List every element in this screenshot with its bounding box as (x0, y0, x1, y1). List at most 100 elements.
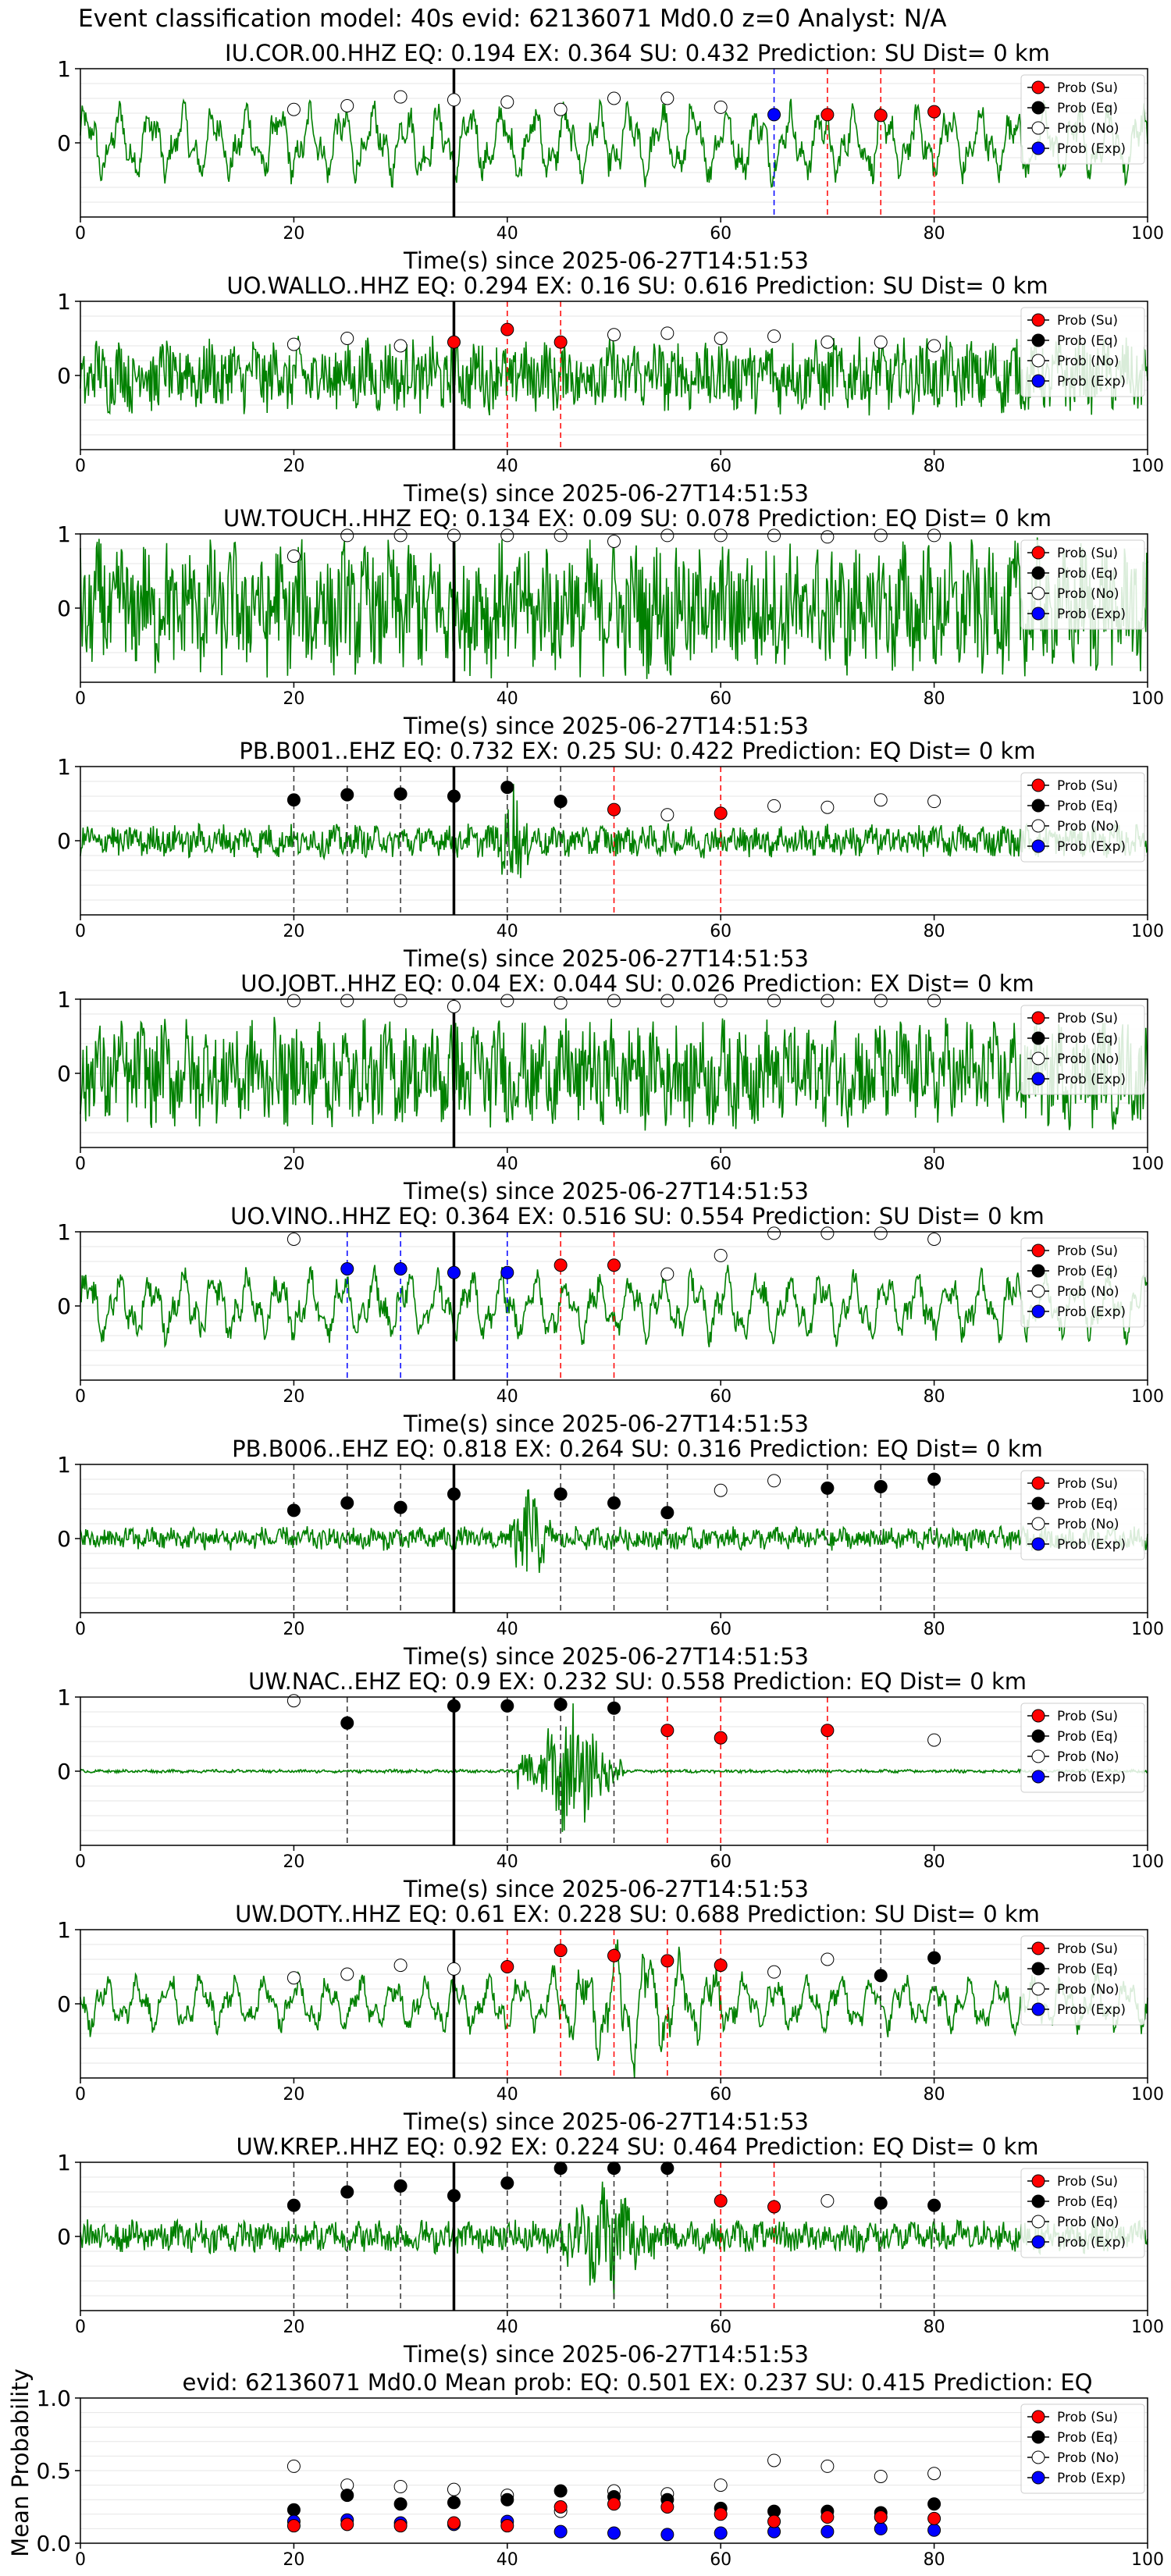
page-title: Event classification model: 40s evid: 62… (78, 5, 947, 33)
x-axis-label: Time(s) since 2025-06-27T14:51:53 (403, 247, 809, 274)
x-tick-label: 60 (710, 2085, 731, 2105)
legend-marker (1031, 1011, 1045, 1025)
x-tick-label: 0 (75, 922, 86, 941)
legend-marker (1031, 354, 1045, 368)
legend-marker (1031, 2450, 1045, 2464)
mean-prob-point (500, 2519, 514, 2533)
legend-label: Prob (Eq) (1057, 799, 1118, 814)
y-tick-label: 1 (57, 56, 71, 82)
station-chart-2: UO.WALLO..HHZ EQ: 0.294 EX: 0.16 SU: 0.6… (57, 272, 1164, 507)
x-tick-label: 80 (924, 2085, 945, 2105)
prob-point (447, 335, 461, 349)
axes-frame (80, 2161, 1148, 2311)
legend-marker (1031, 121, 1045, 135)
x-tick-label: 40 (497, 922, 518, 941)
legend-label: Prob (Su) (1057, 313, 1118, 329)
prob-point (927, 528, 941, 543)
x-tick-label: 80 (924, 689, 945, 709)
prob-point (287, 102, 301, 116)
legend-marker (1031, 374, 1045, 388)
x-tick-label: 80 (924, 1620, 945, 1639)
mean-prob-point (927, 2511, 941, 2525)
prob-point (660, 994, 674, 1008)
mean-prob-point (340, 2517, 354, 2532)
x-tick-label: 60 (710, 2550, 731, 2570)
y-tick-label: 0 (57, 1061, 71, 1087)
prob-point (340, 99, 354, 112)
prob-point (447, 2189, 461, 2203)
prob-point (287, 1971, 301, 1985)
chart-title: UW.DOTY..HHZ EQ: 0.61 EX: 0.228 SU: 0.68… (235, 1901, 1040, 1927)
prob-point (820, 335, 835, 349)
x-tick-label: 40 (497, 224, 518, 244)
x-tick-label: 20 (283, 2085, 304, 2105)
mean-prob-point (874, 2521, 888, 2535)
prob-point (500, 528, 514, 543)
prob-point (874, 994, 888, 1008)
prob-point (607, 91, 621, 105)
prob-point (500, 1265, 514, 1279)
prob-point (447, 789, 461, 803)
y-tick-label: 0 (57, 2224, 71, 2250)
x-tick-label: 100 (1131, 2318, 1164, 2337)
mean-prob-point (927, 2523, 941, 2537)
prob-point (767, 994, 781, 1008)
mean-prob-point (874, 2469, 888, 2483)
x-axis-label: Time(s) since 2025-06-27T14:51:53 (403, 2108, 809, 2135)
x-tick-label: 0 (75, 2085, 86, 2105)
prob-point (927, 994, 941, 1008)
legend-marker (1031, 1770, 1045, 1784)
prob-point (767, 329, 781, 343)
mean-prob-point (447, 2516, 461, 2530)
x-tick-label: 0 (75, 2550, 86, 2570)
x-tick-label: 40 (497, 1155, 518, 1174)
prob-point (287, 1503, 301, 1517)
x-tick-label: 40 (497, 2085, 518, 2105)
legend-box (1020, 772, 1145, 863)
prob-point (553, 1698, 568, 1711)
mean-prob-point (393, 2519, 408, 2533)
y-tick-label: 0 (57, 828, 71, 854)
legend-marker (1031, 839, 1045, 853)
prob-point (714, 1731, 728, 1745)
x-tick-label: 40 (497, 2550, 518, 2570)
x-tick-label: 100 (1131, 689, 1164, 709)
legend-label: Prob (No) (1057, 1284, 1119, 1300)
prob-point (927, 1472, 941, 1486)
prob-point (874, 1969, 888, 1983)
legend-marker (1031, 546, 1045, 560)
legend-marker (1031, 2430, 1045, 2444)
prob-point (927, 339, 941, 353)
y-tick-label: 0 (57, 596, 71, 621)
prob-point (393, 528, 408, 543)
x-tick-label: 100 (1131, 457, 1164, 476)
x-tick-label: 0 (75, 1852, 86, 1872)
prob-point (340, 1967, 354, 1981)
prob-point (874, 1480, 888, 1493)
prob-point (874, 528, 888, 543)
x-tick-label: 0 (75, 224, 86, 244)
prob-point (393, 90, 408, 104)
prob-point (714, 528, 728, 543)
legend-marker (1031, 1284, 1045, 1298)
chart-title: IU.COR.00.HHZ EQ: 0.194 EX: 0.364 SU: 0.… (225, 40, 1050, 66)
prob-point (447, 1265, 461, 1279)
prob-point (500, 95, 514, 109)
legend-box (1020, 1005, 1145, 1095)
x-tick-label: 0 (75, 1387, 86, 1407)
x-tick-label: 0 (75, 689, 86, 709)
axes-frame (80, 766, 1148, 916)
prob-point (393, 787, 408, 801)
x-tick-label: 40 (497, 1852, 518, 1872)
prob-point (553, 996, 568, 1010)
legend-marker (1031, 1031, 1045, 1045)
station-chart-9: UW.DOTY..HHZ EQ: 0.61 EX: 0.228 SU: 0.68… (57, 1901, 1164, 2135)
prob-point (447, 528, 461, 543)
mean-prob-point (820, 2524, 835, 2539)
legend-box (1020, 1237, 1145, 1328)
legend-label: Prob (No) (1057, 819, 1119, 834)
legend-label: Prob (Su) (1057, 1709, 1118, 1724)
x-axis-label: Time(s) since 2025-06-27T14:51:53 (403, 2341, 809, 2368)
legend-label: Prob (Su) (1057, 1941, 1118, 1957)
